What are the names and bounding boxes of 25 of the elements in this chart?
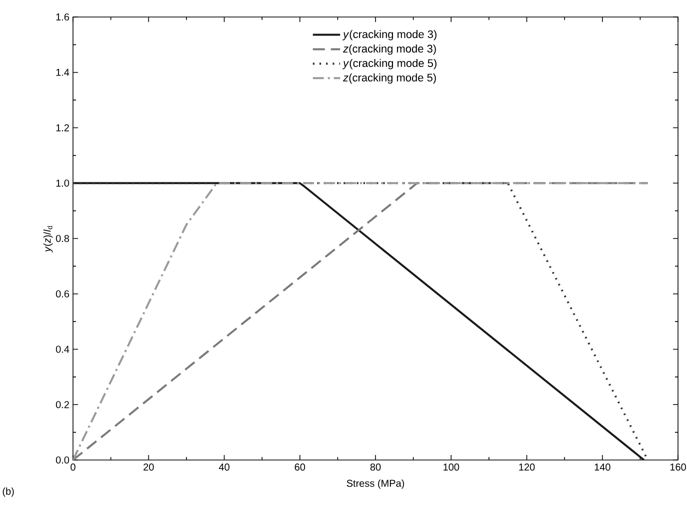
text: (b) <box>2 487 14 497</box>
y-tick-label: 1.2 <box>56 124 69 132</box>
x-tick-label: 100 <box>444 464 460 471</box>
y-tick-label: 1.0 <box>56 180 70 187</box>
legend-label: z(cracking mode 3) <box>343 44 436 55</box>
y-tick-label: 0.6 <box>56 290 70 298</box>
y-tick-label: 0.4 <box>56 346 70 353</box>
legend-label: y(cracking mode 3) <box>342 30 436 40</box>
y-axis-title: y(z)/l$_{d}$ <box>43 226 53 252</box>
legend-label: z(cracking mode 5) <box>343 73 436 84</box>
x-axis-title: Stress (MPa) <box>346 479 404 489</box>
x-tick-label: 120 <box>519 464 535 471</box>
x-tick-label: 20 <box>144 464 154 471</box>
y-tick-label: 1.6 <box>56 13 70 21</box>
x-tick-label: 0 <box>70 464 76 471</box>
y-tick-label: 0.8 <box>56 234 70 242</box>
x-tick-label: 140 <box>594 464 610 471</box>
legend-label: y(cracking mode 5) <box>342 58 436 70</box>
x-tick-label: 60 <box>294 464 306 471</box>
x-tick-label: 40 <box>218 464 230 471</box>
y-tick-label: 1.4 <box>56 68 70 76</box>
x-tick-label: 160 <box>670 464 686 471</box>
x-tick-label: 80 <box>370 464 381 471</box>
y-tick-label: 0.0 <box>56 456 70 464</box>
y-tick-label: 0.2 <box>56 401 69 408</box>
